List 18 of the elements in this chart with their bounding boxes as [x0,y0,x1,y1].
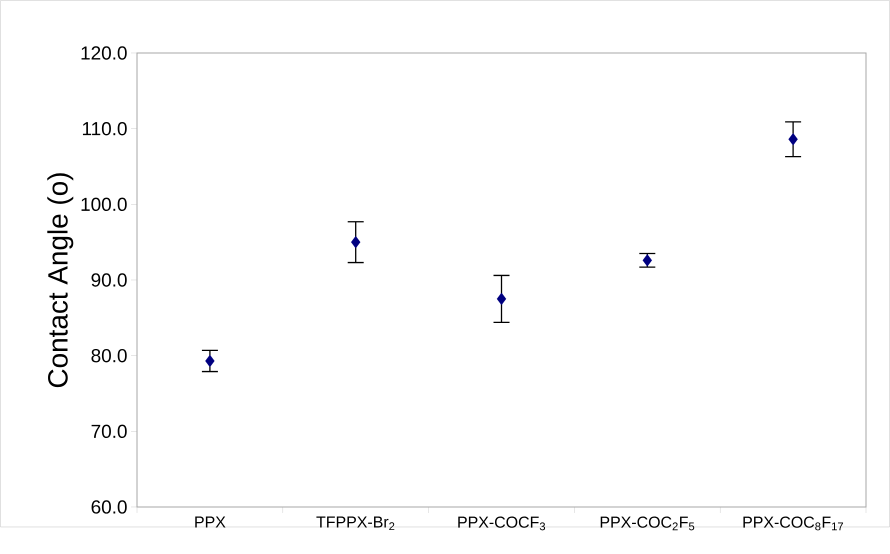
x-tick-label: PPX-COC$_{8}$F$_{17}$ [743,516,844,530]
y-tick-label: 80.0 [91,348,127,362]
x-tick-label: PPX-COCF$_{3}$ [458,516,546,530]
x-tick-label: TFPPX-Br$_{2}$ [316,516,394,530]
point [788,133,798,146]
y-tick-label: 90.0 [92,273,127,287]
point [351,236,360,248]
x-tick-label: PPX [195,516,226,528]
y-tick-label: 60.0 [92,500,127,514]
y-tick-label: 100.0 [82,198,127,212]
point [496,292,506,306]
y-tick-label: 120.0 [82,46,127,60]
y-axis-title: Contact Angle (o) [47,173,74,388]
point [205,354,215,368]
x-tick-label: PPX-COC$_{2}$F$_{5}$ [600,516,694,530]
y-tick-label: 70.0 [92,424,127,438]
y-tick-label: 110.0 [82,122,127,136]
point [642,254,652,267]
